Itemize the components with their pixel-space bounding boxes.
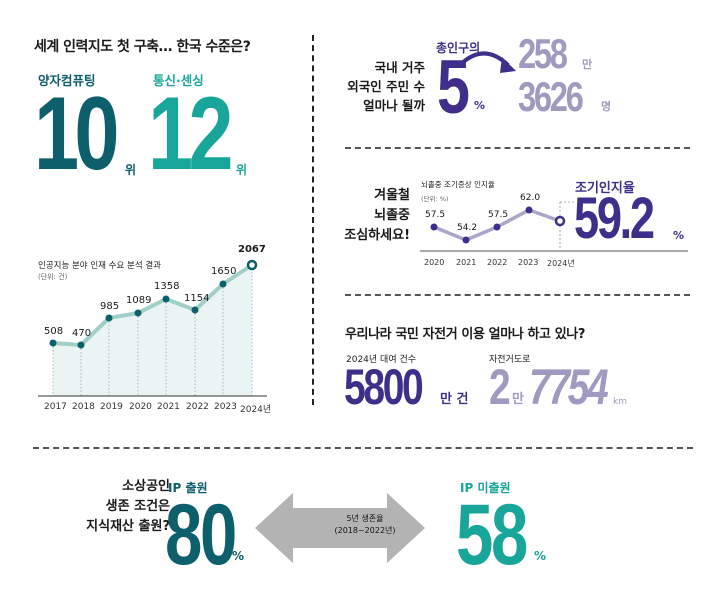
curved-arrow-icon bbox=[460, 51, 516, 73]
rate-value: 59.2 bbox=[574, 186, 655, 251]
stroke-headline: 겨울철 뇌졸중 조심하세요! bbox=[344, 186, 410, 246]
stroke-value-2022: 57.5 bbox=[488, 210, 509, 220]
value-label-2019: 985 bbox=[100, 301, 120, 312]
count-line2-unit: 명 bbox=[601, 100, 612, 113]
share-unit: % bbox=[474, 99, 486, 112]
arrow-caption-line-1: 5년 생존율 bbox=[346, 514, 384, 523]
value-label-2017: 508 bbox=[44, 326, 64, 337]
stroke-headline-line-3: 조심하세요! bbox=[344, 228, 410, 243]
foreigners-question-line-3: 얼마나 될까 bbox=[363, 98, 425, 113]
x-tick-2023: 2023 bbox=[214, 402, 237, 412]
ip-filed-unit: % bbox=[232, 549, 245, 563]
stroke-chart-title: 뇌졸중 조기증상 인지율 bbox=[421, 180, 495, 189]
x-tick-2020: 2020 bbox=[129, 402, 152, 412]
value-label-2020: 1089 bbox=[126, 295, 152, 306]
bicycle-title: 우리나라 국민 자전거 이용 얼마나 하고 있나? bbox=[345, 327, 585, 342]
sb-question-line-2: 생존 조건은 bbox=[105, 499, 170, 514]
share-label: 총인구의 bbox=[436, 41, 481, 55]
stroke-tick-2022: 2022 bbox=[487, 258, 508, 267]
ip-not-filed-unit: % bbox=[534, 549, 547, 563]
count-line2-value: 3626 bbox=[518, 73, 584, 120]
chart-unit: (단위: 건) bbox=[38, 273, 68, 281]
stroke-value-2023: 62.0 bbox=[520, 193, 541, 203]
count-line1-value: 258 bbox=[518, 30, 568, 77]
ai-talent-title: 세계 인력지도 첫 구축… 한국 수준은? bbox=[34, 39, 251, 55]
telecom-rank-unit: 위 bbox=[236, 163, 248, 177]
roads-value-b: 7754 bbox=[529, 359, 609, 415]
stroke-line-chart bbox=[420, 201, 688, 252]
stroke-headline-line-1: 겨울철 bbox=[374, 188, 410, 203]
stroke-headline-line-2: 뇌졸중 bbox=[374, 208, 410, 223]
quantum-rank: 10 bbox=[34, 76, 120, 192]
x-tick-2019: 2019 bbox=[100, 402, 123, 412]
stroke-tick-2023: 2023 bbox=[518, 258, 539, 267]
x-tick-2021: 2021 bbox=[157, 402, 180, 412]
roads-unit-b: km bbox=[613, 397, 627, 407]
count-line1-unit: 만 bbox=[582, 58, 593, 71]
double-arrow-icon bbox=[255, 493, 425, 563]
roads-value-a: 2 bbox=[489, 359, 511, 415]
stroke-chart-unit: (단위: %) bbox=[421, 195, 449, 203]
quantum-rank-unit: 위 bbox=[125, 163, 137, 177]
foreigners-question-line-1: 국내 거주 bbox=[374, 60, 425, 75]
telecom-rank: 12 bbox=[148, 76, 234, 192]
ip-not-filed-value: 58 bbox=[456, 487, 528, 583]
horizontal-divider-2 bbox=[345, 294, 690, 296]
rentals-value: 5800 bbox=[344, 359, 424, 415]
ip-filed-value: 80 bbox=[165, 487, 237, 583]
horizontal-divider-1 bbox=[345, 147, 690, 149]
x-tick-2017: 2017 bbox=[44, 402, 67, 412]
chart-title: 인공지능 분야 인재 수요 분석 결과 bbox=[38, 261, 161, 271]
value-label-2021: 1358 bbox=[154, 281, 180, 292]
value-label-2022: 1154 bbox=[184, 293, 210, 304]
foreigners-question-line-2: 외국인 주민 수 bbox=[347, 79, 425, 94]
value-label-2023: 1650 bbox=[211, 266, 237, 277]
sb-question-line-3: 지식재산 출원? bbox=[86, 519, 170, 534]
stroke-value-2021: 54.2 bbox=[457, 223, 478, 233]
quantum-label: 양자컴퓨팅 bbox=[38, 73, 96, 88]
arrow-caption-line-2: (2018~2022년) bbox=[334, 526, 396, 535]
rate-unit: % bbox=[673, 229, 685, 242]
x-tick-2024: 2024년 bbox=[240, 405, 272, 415]
x-tick-2018: 2018 bbox=[72, 402, 95, 412]
arrow-caption: 5년 생존율 (2018~2022년) bbox=[305, 513, 425, 537]
stroke-tick-2020: 2020 bbox=[424, 258, 445, 267]
rentals-unit: 만 건 bbox=[440, 392, 469, 407]
stroke-tick-2024: 2024년 bbox=[547, 259, 575, 268]
stroke-value-2020: 57.5 bbox=[425, 210, 446, 220]
foreigners-question: 국내 거주 외국인 주민 수 얼마나 될까 bbox=[347, 58, 425, 115]
ip-not-filed-label: IP 미출원 bbox=[460, 481, 511, 495]
roads-unit-a: 만 bbox=[512, 392, 524, 407]
vertical-divider bbox=[312, 35, 314, 405]
stroke-tick-2021: 2021 bbox=[456, 258, 477, 267]
x-tick-2022: 2022 bbox=[186, 402, 209, 412]
ai-demand-line-chart bbox=[38, 259, 267, 397]
rentals-label: 2024년 대여 건수 bbox=[346, 355, 417, 365]
ip-filed-label: IP 출원 bbox=[168, 481, 208, 495]
roads-label: 자전거도로 bbox=[489, 355, 531, 365]
sb-question-line-1: 소상공인 bbox=[122, 479, 170, 494]
telecom-label: 통신·센싱 bbox=[153, 73, 204, 88]
sb-question: 소상공인 생존 조건은 지식재산 출원? bbox=[80, 477, 170, 537]
value-label-2024: 2067 bbox=[238, 244, 266, 255]
horizontal-divider-3 bbox=[33, 447, 693, 449]
rate-label: 조기인지율 bbox=[575, 181, 635, 196]
value-label-2018: 470 bbox=[72, 328, 92, 339]
